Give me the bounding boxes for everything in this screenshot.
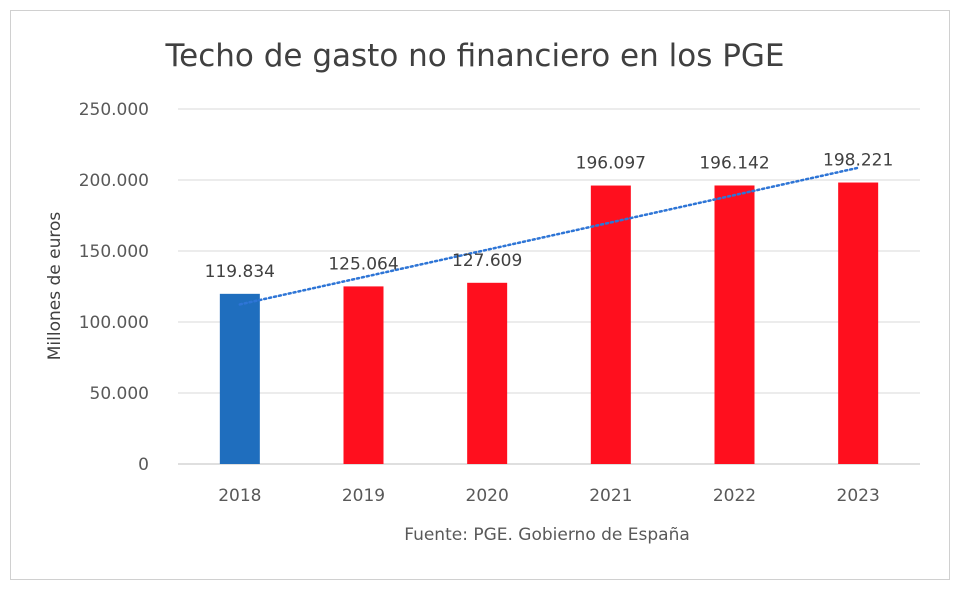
- bar-2018: [219, 293, 260, 464]
- y-tick-label: 250.000: [79, 100, 149, 120]
- bar-2020: [467, 282, 508, 464]
- bar-2022: [714, 185, 755, 464]
- chart-title: Techo de gasto no financiero en los PGE: [164, 38, 784, 74]
- bar-2023: [838, 182, 879, 464]
- data-label-2023: 198.221: [823, 151, 893, 171]
- x-tick-label: 2022: [713, 486, 756, 506]
- x-axis-label: Fuente: PGE. Gobierno de España: [404, 525, 690, 545]
- y-tick-label: 150.000: [79, 242, 149, 262]
- data-labels: 119.834 125.064 127.609 196.097 196.142 198.2…: [205, 151, 894, 282]
- x-axis-ticks: 2018 2019 2020 2021 2022 2023: [218, 486, 880, 506]
- data-label-2021: 196.097: [576, 154, 646, 174]
- trendline: [238, 166, 860, 306]
- x-tick-label: 2021: [589, 486, 632, 506]
- y-tick-label: 0: [138, 455, 149, 475]
- y-tick-label: 200.000: [79, 171, 149, 191]
- gridlines: [178, 108, 920, 465]
- y-axis-label: Millones de euros: [45, 212, 65, 361]
- x-tick-label: 2023: [837, 486, 880, 506]
- data-label-2019: 125.064: [328, 254, 398, 274]
- x-tick-label: 2018: [218, 486, 261, 506]
- x-tick-label: 2020: [466, 486, 509, 506]
- bars: [219, 182, 879, 464]
- trendline-path: [238, 166, 860, 306]
- y-axis-ticks: 0 50.000 100.000 150.000 200.000 250.000: [79, 100, 149, 475]
- bar-2019: [343, 286, 384, 464]
- y-tick-label: 100.000: [79, 313, 149, 333]
- bar-2021: [590, 185, 631, 464]
- y-tick-label: 50.000: [90, 384, 149, 404]
- data-label-2018: 119.834: [205, 262, 275, 282]
- data-label-2022: 196.142: [699, 153, 769, 173]
- data-label-2020: 127.609: [452, 251, 522, 271]
- x-tick-label: 2019: [342, 486, 385, 506]
